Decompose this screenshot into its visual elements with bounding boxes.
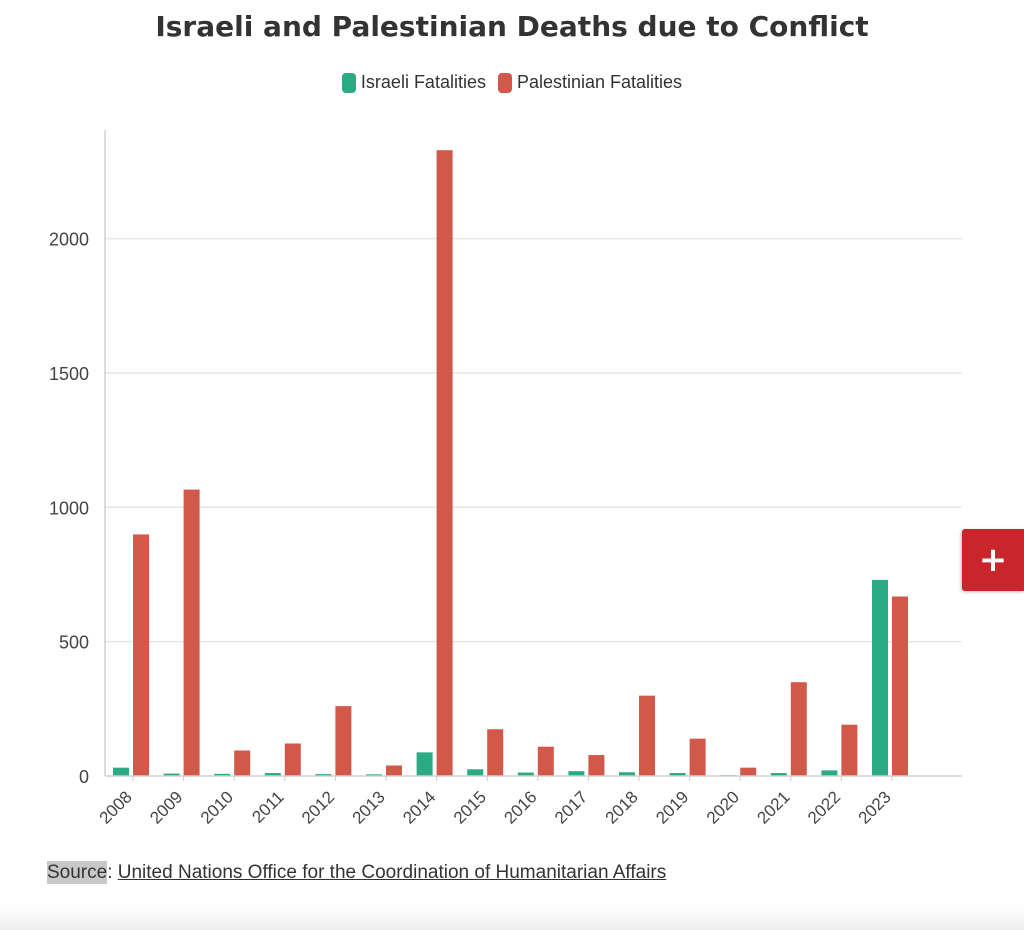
x-tick-label: 2022 <box>804 787 844 827</box>
bar-israeli-2023[interactable] <box>872 579 888 776</box>
x-tick-label: 2016 <box>500 787 540 827</box>
bar-israeli-2017[interactable] <box>568 771 585 776</box>
bar-israeli-2009[interactable] <box>163 773 180 776</box>
x-tick-label: 2018 <box>602 787 642 827</box>
x-tick-label: 2020 <box>703 787 743 827</box>
source-colon: : <box>107 862 118 883</box>
bar-palestinian-2013[interactable] <box>386 765 402 776</box>
bar-israeli-2014[interactable] <box>416 752 433 776</box>
bar-palestinian-2023[interactable] <box>892 596 908 776</box>
bar-palestinian-2017[interactable] <box>588 755 605 776</box>
bar-palestinian-2016[interactable] <box>537 746 554 776</box>
x-tick-label: 2008 <box>96 787 136 827</box>
x-tick-label: 2011 <box>248 787 287 826</box>
bar-palestinian-2022[interactable] <box>841 724 858 776</box>
x-tick-label: 2023 <box>855 787 895 827</box>
x-tick-label: 2015 <box>450 787 490 827</box>
legend-label-palestinian: Palestinian Fatalities <box>516 72 683 92</box>
y-tick-label: 1500 <box>49 364 89 384</box>
legend-swatch-israeli <box>341 72 356 93</box>
bar-israeli-2015[interactable] <box>467 769 484 776</box>
x-axis-ticks: 2008 2009 2010 2011 2012 2013 2014 2015 2016 2017… <box>96 787 895 827</box>
bar-palestinian-2011[interactable] <box>284 743 301 776</box>
bar-palestinian-2019[interactable] <box>689 738 706 776</box>
bottom-shadow <box>0 905 1024 930</box>
bar-israeli-2016[interactable] <box>517 772 534 776</box>
axes <box>104 130 962 781</box>
bar-israeli-2012[interactable] <box>315 774 332 776</box>
bar-palestinian-2008[interactable] <box>133 534 149 776</box>
x-tick-label: 2014 <box>399 787 439 827</box>
bar-palestinian-2009[interactable] <box>183 489 200 776</box>
x-tick-label: 2017 <box>551 787 591 827</box>
plus-icon: + <box>978 540 1008 580</box>
bar-palestinian-2015[interactable] <box>487 729 504 776</box>
bar-chart: 0 500 1000 1500 2000 2008 2009 2010 2011 2012 201… <box>49 130 962 828</box>
y-tick-label: 500 <box>59 633 89 653</box>
y-tick-label: 1000 <box>49 498 89 518</box>
x-tick-label: 2019 <box>652 787 692 827</box>
x-tick-label: 2013 <box>349 787 389 827</box>
x-tick-label: 2010 <box>197 787 237 827</box>
legend-item-israeli[interactable]: Israeli Fatalities <box>341 72 486 93</box>
bar-israeli-2011[interactable] <box>264 773 281 776</box>
gridlines <box>105 237 962 643</box>
source-label: Source <box>47 861 108 884</box>
bar-israeli-2008[interactable] <box>113 767 129 776</box>
bar-israeli-2010[interactable] <box>214 773 231 776</box>
bar-palestinian-2020[interactable] <box>740 767 757 776</box>
bar-israeli-2018[interactable] <box>619 772 635 776</box>
x-tick-label: 2021 <box>753 787 793 827</box>
y-tick-label: 2000 <box>49 230 89 250</box>
x-tick-label: 2009 <box>146 787 186 827</box>
bar-palestinian-2021[interactable] <box>790 682 807 776</box>
legend-item-palestinian[interactable]: Palestinian Fatalities <box>497 72 683 93</box>
bars <box>113 150 908 776</box>
chart-title: Israeli and Palestinian Deaths due to Co… <box>155 10 869 43</box>
bar-palestinian-2018[interactable] <box>639 695 655 776</box>
y-axis-ticks: 0 500 1000 1500 2000 <box>49 230 89 787</box>
source-link[interactable]: United Nations Office for the Coordinati… <box>117 862 667 883</box>
bar-palestinian-2010[interactable] <box>234 750 251 776</box>
x-tick-label: 2012 <box>298 787 338 827</box>
source-line: Source: United Nations Office for the Co… <box>47 861 667 884</box>
bar-palestinian-2012[interactable] <box>335 706 352 776</box>
legend-swatch-palestinian <box>497 72 512 93</box>
expand-button[interactable]: + <box>962 529 1024 591</box>
bar-israeli-2021[interactable] <box>770 773 787 776</box>
legend: Israeli Fatalities Palestinian Fatalitie… <box>0 72 1024 93</box>
bar-israeli-2013[interactable] <box>366 774 382 776</box>
legend-label-israeli: Israeli Fatalities <box>360 72 486 92</box>
y-tick-label: 0 <box>79 767 89 787</box>
bar-israeli-2019[interactable] <box>669 773 686 776</box>
bar-palestinian-2014[interactable] <box>436 150 453 776</box>
bar-israeli-2022[interactable] <box>821 770 838 776</box>
